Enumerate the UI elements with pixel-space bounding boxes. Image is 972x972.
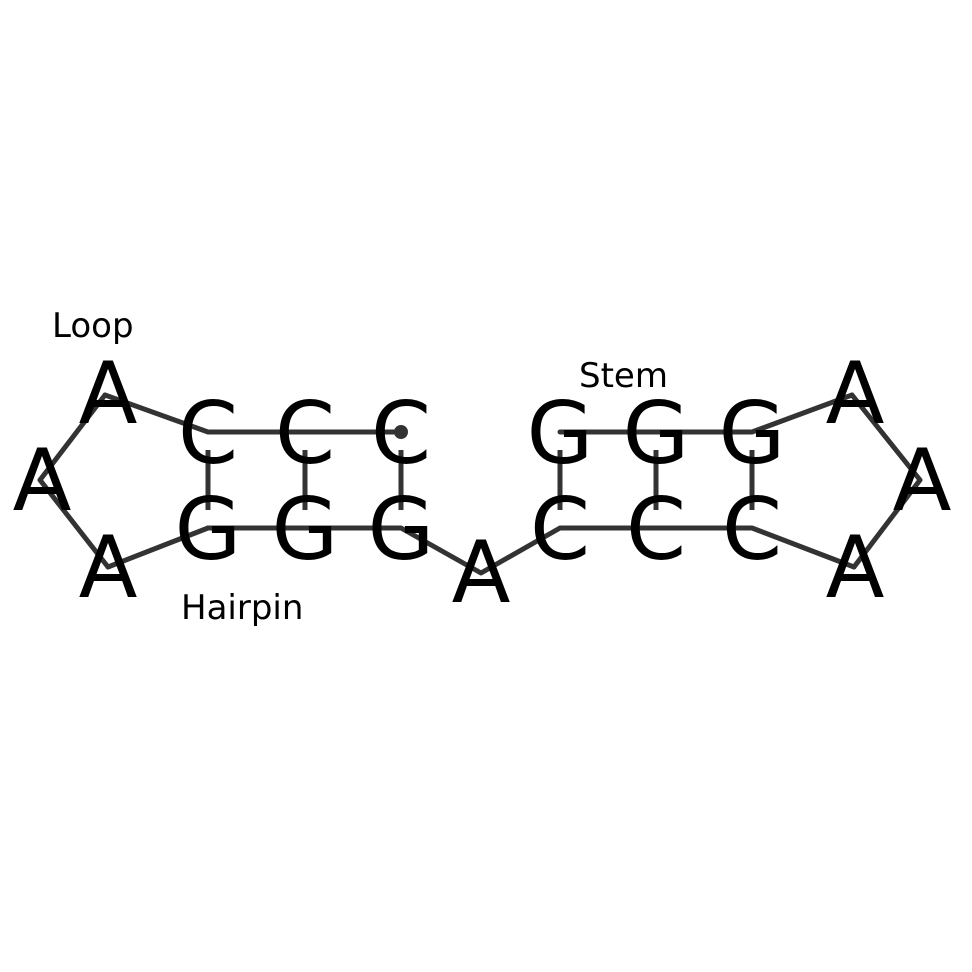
nucleotide: A — [826, 518, 885, 618]
nucleotide: C — [530, 480, 590, 580]
backbone-left-loop — [37, 392, 111, 570]
nucleotide: G — [175, 480, 242, 580]
backbone-right-top — [557, 392, 855, 435]
nucleotide-letters: A C C C G G G A A A C C C A G G G A A — [13, 344, 952, 623]
nucleotide: C — [722, 480, 782, 580]
nucleotide: A — [893, 431, 952, 531]
nucleotide: A — [826, 344, 885, 444]
backbone-center — [205, 525, 857, 576]
nucleotide: A — [452, 523, 511, 623]
nucleotide: G — [623, 384, 690, 484]
backbone-left-top — [102, 392, 404, 435]
stem-label: Stem — [579, 356, 668, 396]
nucleotide: G — [272, 480, 339, 580]
base-pair-lines — [205, 450, 755, 510]
backbone-left-bottom-cap — [105, 525, 211, 570]
nucleotide: C — [178, 384, 238, 484]
nucleotide: A — [13, 431, 72, 531]
nucleotide: C — [626, 480, 686, 580]
backbone — [37, 392, 923, 576]
nucleotide: G — [527, 384, 594, 484]
nucleotide: A — [79, 344, 138, 444]
hairpin-label: Hairpin — [181, 588, 303, 628]
loop-label: Loop — [52, 306, 134, 346]
backbone-right-loop — [849, 392, 923, 570]
nucleotide: C — [275, 384, 335, 484]
nucleotide: G — [719, 384, 786, 484]
nucleotide: A — [79, 518, 138, 618]
nucleotide: G — [368, 480, 435, 580]
start-dot — [394, 425, 408, 439]
nucleotide: C — [371, 384, 431, 484]
